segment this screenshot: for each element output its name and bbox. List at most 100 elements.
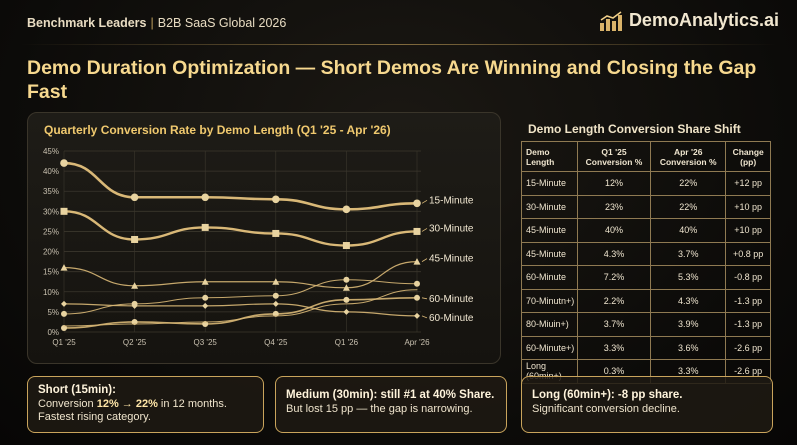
table-cell: +10 pp: [725, 218, 771, 243]
card-short-text: Conversion: [38, 398, 97, 410]
table-cell: 60-Minute+): [521, 335, 578, 360]
table-cell: 5.3%: [650, 265, 727, 290]
chart-title: Quarterly Conversion Rate by Demo Length…: [44, 123, 391, 137]
data-point: [343, 308, 350, 315]
data-point: [60, 264, 68, 271]
table-row: 45-Minute 4.3% 3.7% +0.8 pp: [521, 241, 771, 266]
data-point: [131, 282, 139, 289]
y-tick-label: 15%: [43, 268, 59, 277]
table-cell: 3.7%: [650, 241, 727, 266]
table-cell: 15-Minute: [521, 171, 578, 196]
table-row: 45-Minute 40% 40% +10 pp: [521, 218, 771, 243]
data-point: [413, 258, 421, 265]
x-tick-label: Apr '26: [404, 338, 430, 347]
table-cell: 7.2%: [576, 265, 652, 290]
series-line: [63, 303, 418, 317]
x-tick-label: Q1 '26: [335, 338, 359, 347]
table-cell: 23%: [576, 194, 652, 219]
series-label: 30-Minute: [429, 223, 474, 234]
col-header-change: Change (pp): [725, 141, 771, 172]
table-row: 30-Minute 23% 22% +10 pp: [521, 194, 771, 219]
table-cell: +12 pp: [725, 171, 771, 196]
table-cell: -0.8 pp: [725, 265, 771, 290]
data-point: [202, 294, 209, 301]
table-cell: 2.2%: [576, 288, 652, 313]
data-point: [201, 193, 209, 202]
data-point: [61, 310, 67, 317]
data-point: [414, 312, 420, 319]
table-cell: 70-Minutn+): [521, 288, 578, 313]
bar-chart-icon: [599, 10, 622, 31]
table-row: 60-Minute 7.2% 5.3% -0.8 pp: [521, 265, 771, 290]
data-point: [413, 199, 421, 208]
table-row: 70-Minutn+) 2.2% 4.3% -1.3 pp: [521, 288, 771, 313]
data-point: [131, 318, 138, 325]
series-line: [62, 161, 419, 211]
series-label: 15-Minute: [429, 195, 474, 206]
table-cell: 22%: [650, 171, 727, 196]
series-label-leader: [421, 315, 428, 319]
table-title: Demo Length Conversion Share Shift: [528, 122, 741, 136]
series-label: 60-Minute: [429, 313, 474, 324]
col-header-apr-26: Apr '26 Conversion %: [650, 141, 727, 172]
data-point: [272, 229, 280, 237]
header-separator: |: [150, 16, 154, 30]
data-point: [272, 195, 280, 204]
table-cell: 3.6%: [650, 335, 727, 360]
card-long-line2: Significant conversion decline.: [532, 403, 680, 415]
page-title: Demo Duration Optimization — Short Demos…: [27, 57, 757, 103]
data-point: [414, 294, 420, 301]
table-cell: 80-Miuin+): [521, 312, 578, 337]
table-cell: 4.3%: [650, 288, 727, 313]
y-tick-label: 35%: [43, 187, 59, 196]
card-medium-head: Medium (30min): still #1 at 40% Share.: [286, 389, 495, 401]
table-cell: 40%: [576, 218, 652, 243]
card-short-highlight: 12% → 22%: [96, 398, 158, 410]
card-short: Short (15min): Conversion 12% → 22% in 1…: [27, 376, 264, 433]
series-line: [63, 279, 418, 315]
data-point: [61, 324, 67, 331]
header-category: Benchmark Leaders: [27, 16, 147, 30]
brand-name: DemoAnalytics.ai: [628, 10, 779, 30]
y-tick-label: 45%: [43, 147, 59, 156]
series-label-leader: [421, 297, 428, 300]
data-point: [201, 223, 209, 231]
x-tick-label: Q4 '25: [264, 338, 288, 347]
chart-panel: [27, 112, 501, 364]
y-tick-label: 10%: [43, 288, 59, 297]
data-point: [343, 276, 350, 283]
card-short-line2: Fastest rising category.: [38, 411, 151, 423]
data-point: [61, 300, 67, 307]
table-cell: 45-Minute: [521, 241, 578, 266]
col-header-demo-length: Demo Length: [521, 141, 578, 172]
table-cell: 3.9%: [650, 312, 727, 337]
data-point: [131, 235, 139, 243]
series-label: 60-Minute: [429, 294, 474, 305]
card-long: Long (60min+): -8 pp share. Significant …: [521, 376, 773, 433]
series-line: [63, 261, 418, 289]
table-cell: 3.7%: [576, 312, 652, 337]
table-cell: 60-Minute: [521, 265, 578, 290]
series-line: [63, 289, 418, 327]
data-point: [414, 280, 420, 287]
series-label: 45-Minute: [429, 254, 474, 265]
y-tick-label: 40%: [43, 167, 59, 176]
data-point: [272, 278, 280, 285]
x-tick-label: Q3 '25: [194, 338, 218, 347]
data-point: [201, 278, 209, 285]
data-point: [343, 296, 350, 303]
card-short-text-end: in 12 months.: [157, 398, 227, 410]
header-divider: [20, 44, 777, 45]
brand-logo: DemoAnalytics.ai: [599, 10, 779, 31]
data-point: [413, 227, 421, 235]
card-medium: Medium (30min): still #1 at 40% Share. B…: [275, 376, 507, 433]
y-tick-label: 30%: [43, 207, 59, 216]
y-tick-label: 25%: [43, 227, 59, 236]
card-long-head: Long (60min+): -8 pp share.: [532, 389, 683, 401]
table-row: 80-Miuin+) 3.7% 3.9% -1.3 pp: [521, 312, 771, 337]
card-short-line1: Conversion 12% → 22% in 12 months.: [38, 398, 253, 411]
table-cell: +10 pp: [725, 194, 771, 219]
table-cell: 40%: [650, 218, 727, 243]
table-row: 15-Minute 12% 22% +12 pp: [521, 171, 771, 196]
data-point: [272, 300, 279, 307]
